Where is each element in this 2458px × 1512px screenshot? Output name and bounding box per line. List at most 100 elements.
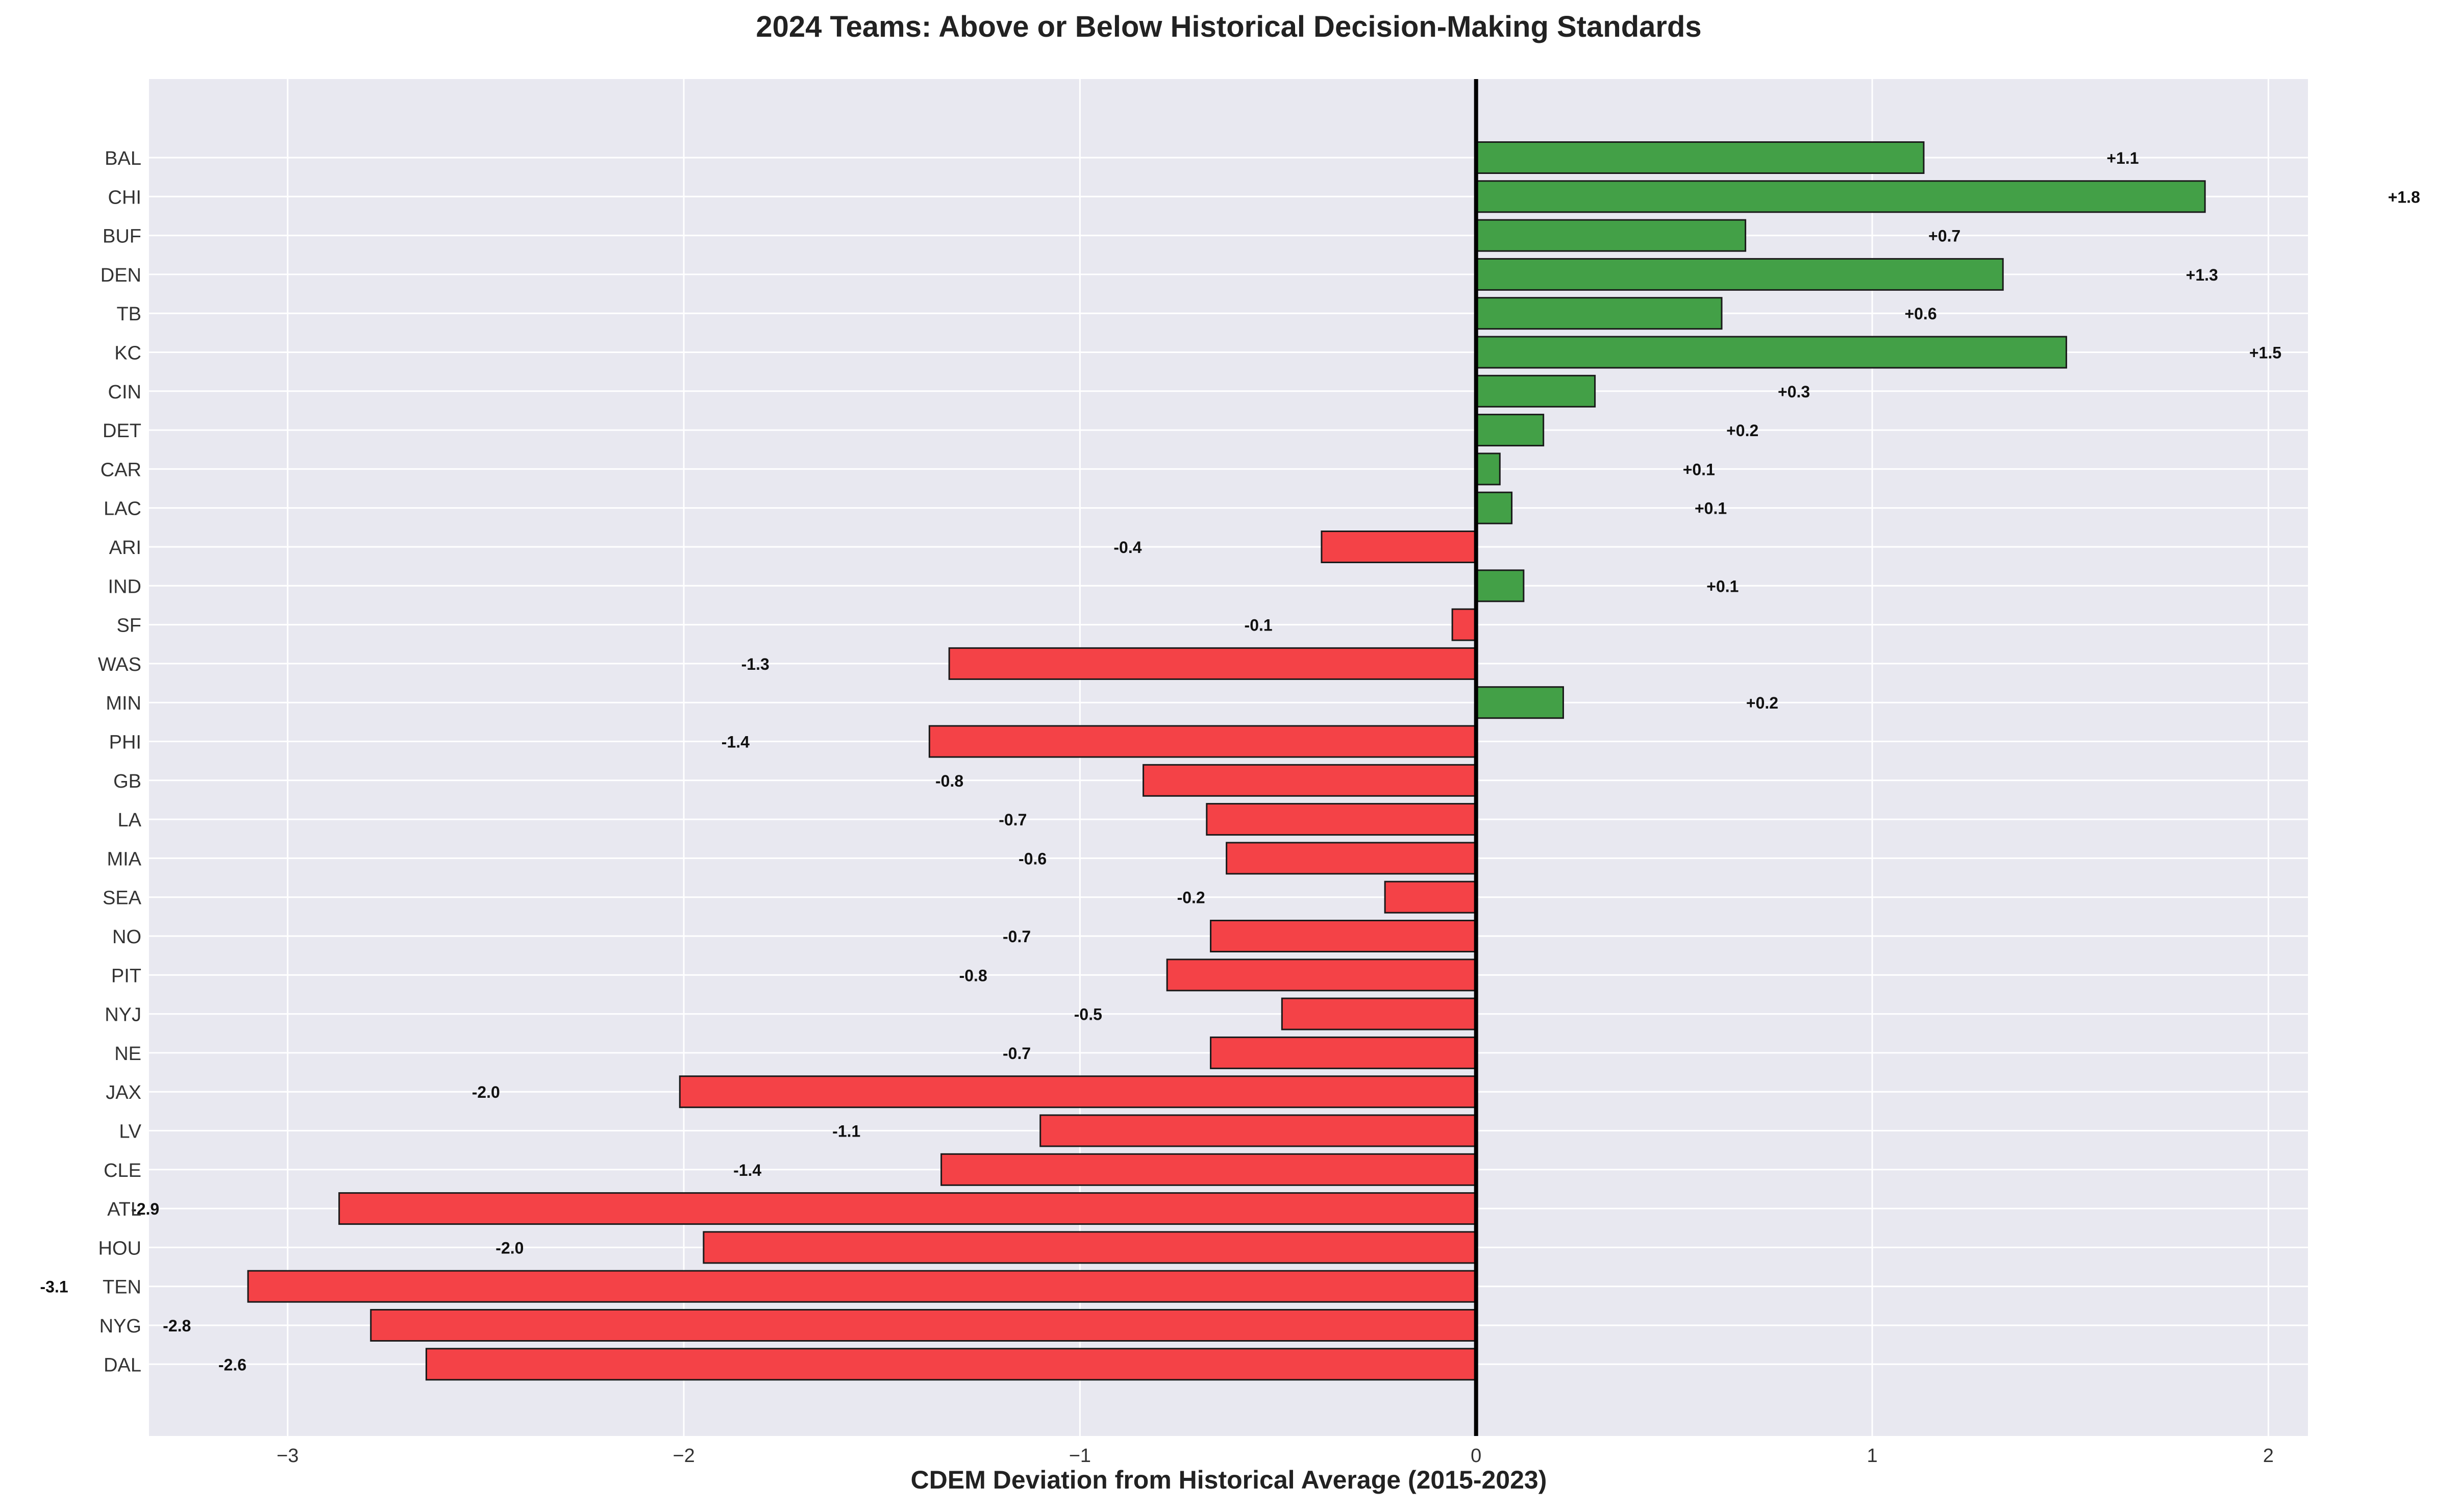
value-label-ne: -0.7 [1003, 1044, 1031, 1063]
value-label-tb: +0.6 [1904, 305, 1936, 323]
x-tick-label: −2 [673, 1445, 694, 1467]
bar-car [1475, 452, 1501, 486]
bar-det [1475, 414, 1545, 447]
bar-buf [1475, 219, 1747, 252]
y-tick-label: GB [113, 771, 141, 792]
bar-hou [703, 1231, 1477, 1264]
bar-bal [1475, 141, 1925, 174]
y-tick-label: LV [119, 1121, 141, 1143]
value-label-phi: -1.4 [722, 733, 750, 751]
value-label-no: -0.7 [1003, 927, 1031, 946]
value-label-ari: -0.4 [1113, 538, 1141, 557]
y-tick-label: DET [103, 420, 141, 442]
value-labels: +1.1 +1.8 +0.7 +1.3 +0.6 +1.5 +0.3 +0.2 +0.1 +0.1… [40, 149, 2420, 1374]
value-label-cle: -1.4 [733, 1161, 761, 1179]
x-axis-label: CDEM Deviation from Historical Average (… [911, 1466, 1547, 1494]
bar-phi [928, 725, 1477, 758]
value-label-bal: +1.1 [2106, 149, 2139, 167]
y-tick-label: TEN [103, 1277, 141, 1298]
value-label-buf: +0.7 [1928, 227, 1960, 245]
bar-pit [1166, 959, 1477, 992]
bar-kc [1475, 336, 2067, 369]
y-tick-label: MIN [106, 693, 141, 714]
y-tick-label: ARI [109, 537, 141, 559]
bar-ari [1321, 531, 1477, 563]
value-label-sf: -0.1 [1245, 616, 1273, 635]
value-label-kc: +1.5 [2249, 344, 2281, 362]
value-label-gb: -0.8 [935, 772, 963, 790]
y-tick-label: MIA [107, 848, 141, 870]
y-tick-label: SF [116, 615, 141, 637]
y-tick-label: KC [114, 343, 141, 364]
y-tick-label: WAS [98, 654, 141, 675]
value-label-was: -1.3 [741, 655, 769, 673]
bar-nyg [370, 1309, 1477, 1342]
value-label-chi: +1.8 [2388, 188, 2420, 206]
y-tick-label: CLE [104, 1160, 141, 1181]
y-tick-label: DAL [104, 1354, 141, 1376]
value-label-car: +0.1 [1683, 460, 1715, 478]
value-label-nyj: -0.5 [1074, 1005, 1102, 1024]
y-tick-label: IND [108, 576, 141, 597]
x-tick-label: −1 [1069, 1445, 1091, 1467]
bar-cin [1475, 374, 1596, 408]
bar-was [948, 647, 1477, 680]
value-label-lv: -1.1 [832, 1122, 860, 1141]
y-tick-label: NYJ [105, 1004, 141, 1026]
chart-title: 2024 Teams: Above or Below Historical De… [756, 10, 1701, 43]
y-tick-labels: BAL CHI BUF DEN TB KC CIN DET CAR LAC ARI IND SF WAS M… [98, 148, 142, 1376]
bar-sea [1384, 880, 1477, 914]
bar-la [1206, 803, 1477, 836]
y-tick-label: PHI [109, 732, 141, 753]
bar-chi [1475, 180, 2206, 213]
x-tick-label: 0 [1471, 1445, 1481, 1467]
bar-mia [1226, 842, 1477, 875]
value-label-hou: -2.0 [495, 1239, 524, 1257]
bar-jax [679, 1075, 1477, 1108]
y-tick-label: LA [118, 810, 142, 831]
y-tick-label: HOU [98, 1238, 141, 1259]
y-tick-label: PIT [111, 965, 141, 987]
value-label-det: +0.2 [1726, 421, 1758, 440]
bar-tb [1475, 297, 1723, 330]
value-label-lac: +0.1 [1695, 499, 1727, 518]
value-label-den: +1.3 [2186, 266, 2218, 284]
bar-sf [1451, 608, 1477, 641]
bar-min [1475, 686, 1564, 719]
x-tick-labels: −3 −2 −1 0 1 2 [277, 1445, 2274, 1467]
y-tick-label: TB [116, 304, 141, 325]
x-tick-label: 2 [2263, 1445, 2274, 1467]
y-tick-label: ATL [107, 1199, 141, 1220]
y-tick-label: NO [112, 926, 141, 948]
bar-lac [1475, 491, 1513, 524]
value-label-mia: -0.6 [1019, 849, 1047, 868]
bar-ind [1475, 569, 1525, 602]
bar-dal [425, 1348, 1477, 1381]
bar-den [1475, 258, 2004, 291]
y-tick-label: BAL [105, 148, 141, 169]
value-label-nyg: -2.8 [163, 1317, 191, 1335]
value-label-ten: -3.1 [40, 1278, 68, 1296]
y-tick-label: BUF [103, 226, 141, 247]
bar-no [1210, 920, 1477, 952]
bar-gb [1143, 764, 1477, 797]
bar-atl [338, 1192, 1477, 1225]
value-label-la: -0.7 [999, 811, 1027, 829]
y-tick-label: CHI [108, 187, 141, 208]
y-tick-label: JAX [106, 1082, 141, 1103]
y-tick-label: CAR [101, 459, 141, 481]
x-tick-label: 1 [1867, 1445, 1877, 1467]
value-label-sea: -0.2 [1177, 889, 1205, 907]
bar-ne [1210, 1036, 1477, 1069]
value-label-jax: -2.0 [472, 1083, 500, 1101]
value-label-cin: +0.3 [1778, 383, 1810, 401]
value-label-dal: -2.6 [218, 1355, 246, 1374]
value-label-min: +0.2 [1746, 694, 1778, 712]
value-label-ind: +0.1 [1706, 577, 1739, 595]
y-tick-label: DEN [101, 265, 141, 286]
y-tick-label: NYG [100, 1316, 141, 1337]
y-tick-label: NE [114, 1043, 141, 1065]
value-label-atl: -2.9 [131, 1200, 159, 1218]
x-tick-label: −3 [277, 1445, 299, 1467]
